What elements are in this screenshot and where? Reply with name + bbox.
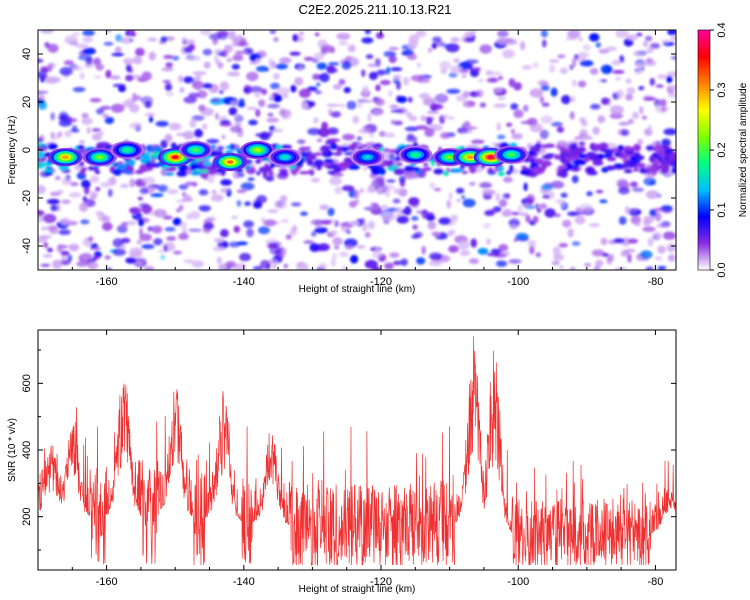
- x-tick-label: -140: [233, 276, 255, 288]
- heatmap-hotspot: [398, 145, 433, 164]
- heatmap-hotspot: [110, 140, 145, 160]
- colorbar-tick-label: 0.3: [716, 82, 728, 97]
- y-tick-label: 400: [21, 441, 33, 459]
- y-tick-label: -40: [21, 238, 33, 254]
- y-tick-label: 200: [21, 507, 33, 525]
- snr-axes: -160 -140 -120 -100 -80 200 400 600: [21, 330, 676, 588]
- heatmap-axes: -160 -140 -120 -100 -80 -40 -20 0 20 40: [21, 30, 676, 288]
- y-tick-label: 600: [21, 374, 33, 392]
- snr-x-axis-label: Height of straight line (km): [299, 584, 416, 595]
- colorbar-tick-label: 0.4: [716, 22, 728, 37]
- x-tick-label: -100: [507, 576, 529, 588]
- heatmap-hotspot: [213, 152, 248, 172]
- x-tick-label: -120: [370, 576, 392, 588]
- x-tick-label: -160: [96, 276, 118, 288]
- heatmap-hotspot: [178, 140, 213, 160]
- snr-y-axis-label: SNR (10 * v/v): [7, 418, 18, 482]
- colorbar-label: Normalized spectral amplitude: [738, 82, 749, 217]
- x-tick-label: -140: [233, 576, 255, 588]
- heatmap-hotspot: [267, 148, 303, 167]
- y-tick-label: 40: [21, 48, 33, 60]
- snr-line-plot: [38, 336, 676, 566]
- snr-series-line: [38, 336, 676, 566]
- heatmap-hotspot: [82, 148, 117, 167]
- heatmap-hotspot: [494, 145, 529, 164]
- y-tick-label: 0: [21, 147, 33, 153]
- heatmap-y-axis-label: Frequency (Hz): [7, 116, 18, 185]
- x-tick-label: -80: [647, 576, 663, 588]
- colorbar-tick-label: 0.2: [716, 142, 728, 157]
- y-tick-label: -20: [21, 190, 33, 206]
- y-tick-label: 20: [21, 96, 33, 108]
- colorbar-tick-label: 0.0: [716, 262, 728, 277]
- x-tick-label: -120: [370, 276, 392, 288]
- x-tick-label: -80: [647, 276, 663, 288]
- heatmap-hotspot: [240, 140, 275, 160]
- heatmap-hotspot: [48, 148, 83, 167]
- colorbar: [697, 29, 711, 271]
- x-tick-label: -100: [507, 276, 529, 288]
- colorbar-ticks: 0.0 0.1 0.2 0.3 0.4: [710, 22, 728, 278]
- heatmap-hotspot: [350, 148, 385, 167]
- chart-title: C2E2.2025.211.10.13.R21: [298, 2, 452, 17]
- x-tick-label: -160: [96, 576, 118, 588]
- spectrogram-heatmap: [38, 30, 676, 270]
- heatmap-x-axis-label: Height of straight line (km): [299, 284, 416, 295]
- colorbar-tick-label: 0.1: [716, 202, 728, 217]
